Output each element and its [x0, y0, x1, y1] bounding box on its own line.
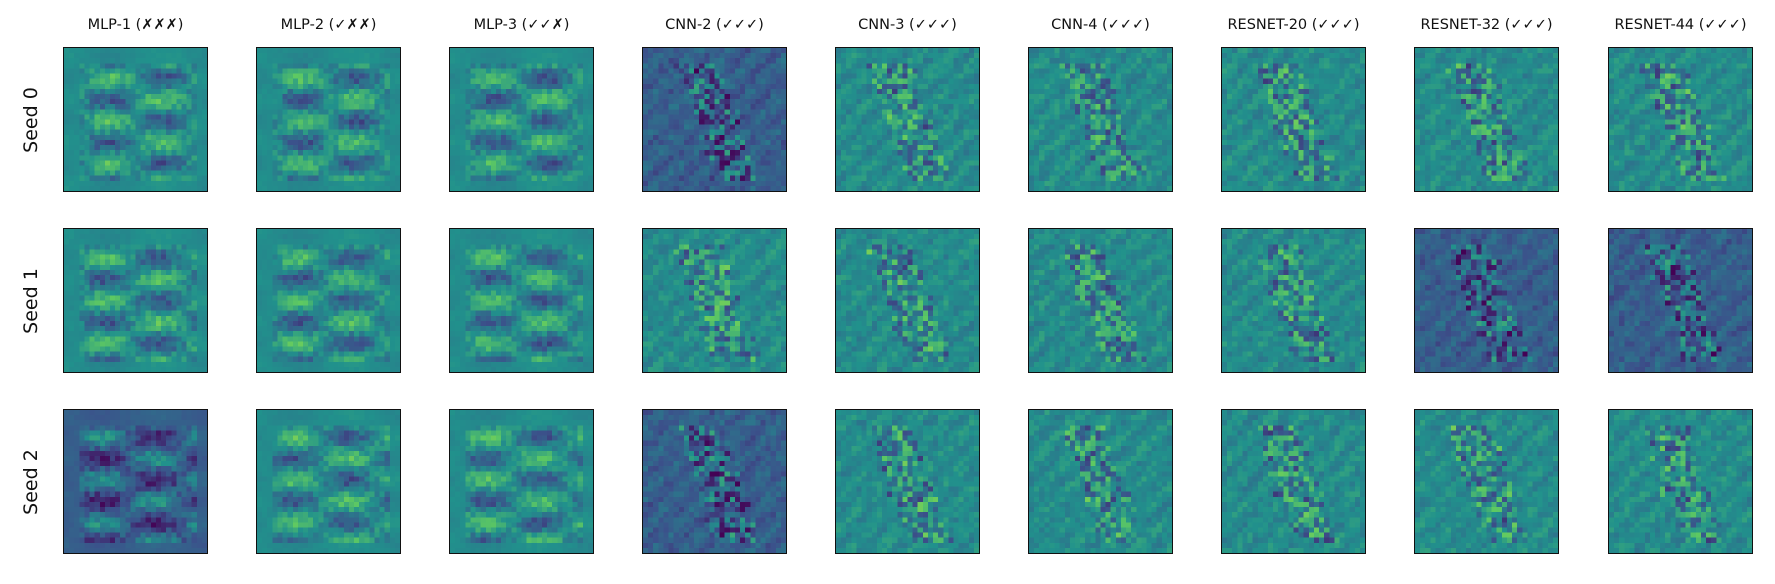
saliency-map — [256, 228, 401, 373]
saliency-map — [1028, 409, 1173, 554]
column-title: CNN-2 (✓✓✓) — [615, 17, 815, 33]
saliency-map — [1028, 47, 1173, 192]
saliency-map — [63, 409, 208, 554]
saliency-map — [1608, 409, 1753, 554]
column-title: MLP-2 (✓✗✗) — [229, 17, 429, 33]
saliency-map — [449, 228, 594, 373]
saliency-map — [1221, 228, 1366, 373]
saliency-map — [256, 47, 401, 192]
saliency-map — [449, 47, 594, 192]
saliency-map — [1414, 47, 1559, 192]
column-title: RESNET-44 (✓✓✓) — [1581, 17, 1775, 33]
column-title: CNN-4 (✓✓✓) — [1001, 17, 1201, 33]
saliency-map — [1221, 47, 1366, 192]
saliency-map — [63, 228, 208, 373]
saliency-map — [1608, 47, 1753, 192]
column-title: RESNET-20 (✓✓✓) — [1194, 17, 1394, 33]
row-label: Seed 0 — [20, 50, 42, 190]
column-title: MLP-3 (✓✓✗) — [422, 17, 622, 33]
column-title: RESNET-32 (✓✓✓) — [1387, 17, 1587, 33]
saliency-map — [1414, 409, 1559, 554]
saliency-map — [835, 228, 980, 373]
saliency-map — [835, 47, 980, 192]
row-label: Seed 1 — [20, 231, 42, 371]
saliency-map — [835, 409, 980, 554]
saliency-map — [1221, 409, 1366, 554]
saliency-map — [63, 47, 208, 192]
saliency-map — [642, 47, 787, 192]
saliency-map — [642, 409, 787, 554]
saliency-map — [449, 409, 594, 554]
column-title: MLP-1 (✗✗✗) — [36, 17, 236, 33]
row-label: Seed 2 — [20, 412, 42, 552]
saliency-map — [1608, 228, 1753, 373]
saliency-map — [1414, 228, 1559, 373]
saliency-map — [1028, 228, 1173, 373]
saliency-map — [642, 228, 787, 373]
saliency-map — [256, 409, 401, 554]
column-title: CNN-3 (✓✓✓) — [808, 17, 1008, 33]
